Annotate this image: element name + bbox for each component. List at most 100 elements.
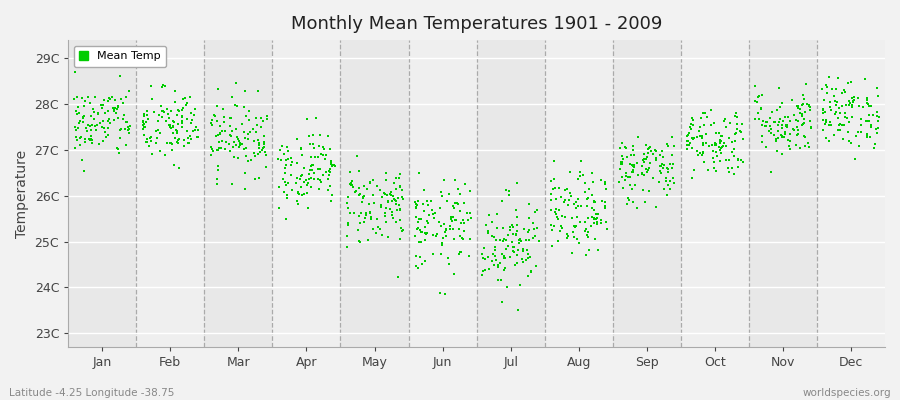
Point — [68, 124, 82, 130]
Point — [304, 161, 319, 168]
Point — [867, 144, 881, 151]
Point — [762, 128, 777, 134]
Point — [137, 132, 151, 138]
Point — [444, 213, 458, 220]
Point — [693, 124, 707, 130]
Point — [279, 216, 293, 222]
Point — [722, 157, 736, 163]
Point — [714, 147, 728, 154]
Point — [387, 196, 401, 202]
Point — [92, 140, 106, 147]
Point — [785, 97, 799, 104]
Point — [82, 136, 96, 142]
Point — [177, 137, 192, 144]
Point — [588, 199, 602, 205]
Point — [343, 210, 357, 216]
Point — [570, 236, 584, 242]
Point — [615, 159, 629, 165]
Point — [383, 188, 398, 195]
Point — [499, 246, 513, 252]
Point — [253, 149, 267, 156]
Point — [694, 115, 708, 121]
Point — [665, 152, 680, 158]
Point — [341, 221, 356, 228]
Point — [87, 116, 102, 122]
Point — [435, 193, 449, 200]
Point — [560, 231, 574, 237]
Point — [506, 248, 520, 255]
Point — [165, 141, 179, 148]
Point — [153, 130, 167, 136]
Point — [652, 163, 667, 169]
Point — [307, 145, 321, 151]
Point — [139, 119, 153, 126]
Point — [86, 106, 100, 112]
Point — [578, 219, 592, 225]
Point — [518, 257, 533, 263]
Point — [441, 254, 455, 261]
Point — [620, 195, 634, 201]
Point — [667, 180, 681, 186]
Point — [183, 133, 197, 139]
Point — [631, 172, 645, 179]
Point — [259, 113, 274, 119]
Point — [346, 210, 361, 216]
Point — [687, 167, 701, 173]
Point — [748, 98, 762, 104]
Point — [71, 110, 86, 116]
Point — [846, 94, 860, 100]
Point — [303, 141, 318, 147]
Point — [824, 86, 839, 92]
Point — [418, 187, 432, 194]
Point — [249, 129, 264, 135]
Point — [722, 135, 736, 141]
Point — [584, 222, 598, 229]
Point — [622, 197, 636, 204]
Point — [415, 260, 429, 267]
Point — [587, 198, 601, 204]
Point — [241, 135, 256, 142]
Point — [68, 69, 82, 76]
Point — [322, 169, 337, 175]
Point — [304, 175, 319, 182]
Point — [410, 202, 424, 208]
Point — [708, 149, 723, 155]
Point — [237, 104, 251, 110]
Point — [819, 117, 833, 124]
Point — [427, 211, 441, 217]
Point — [770, 148, 784, 154]
Point — [343, 168, 357, 175]
Point — [150, 127, 165, 134]
Point — [419, 198, 434, 204]
Point — [290, 198, 304, 204]
Point — [777, 118, 791, 124]
Point — [76, 113, 91, 120]
Point — [102, 95, 116, 102]
Point — [409, 204, 423, 210]
Point — [289, 180, 303, 186]
Point — [362, 201, 376, 207]
Point — [594, 220, 608, 226]
Point — [222, 148, 237, 154]
Point — [488, 247, 502, 254]
Point — [713, 137, 727, 144]
Point — [654, 163, 669, 169]
Point — [560, 234, 574, 241]
Point — [164, 140, 178, 146]
Point — [452, 251, 466, 257]
Point — [275, 176, 290, 183]
Point — [860, 133, 875, 140]
Point — [369, 230, 383, 236]
Point — [544, 207, 558, 214]
Point — [641, 146, 655, 152]
Point — [481, 254, 495, 260]
Point — [448, 217, 463, 224]
Point — [706, 120, 721, 126]
Point — [171, 137, 185, 143]
Point — [73, 118, 87, 124]
Point — [497, 255, 511, 262]
Point — [110, 144, 124, 151]
Point — [172, 165, 186, 171]
Point — [323, 146, 338, 152]
Point — [440, 198, 454, 204]
